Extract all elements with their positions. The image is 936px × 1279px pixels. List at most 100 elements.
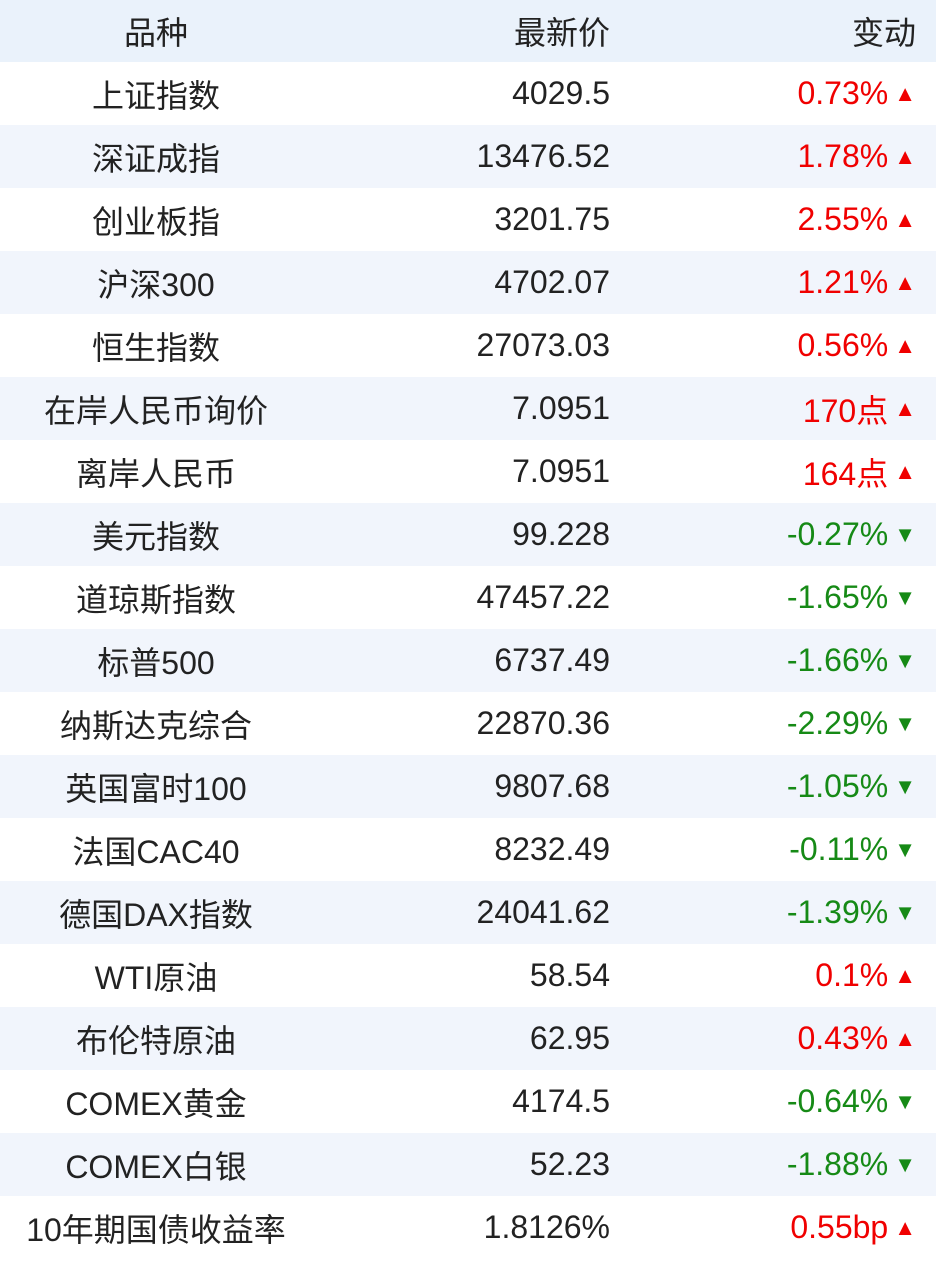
triangle-up-icon: ▲ — [894, 1214, 916, 1240]
latest-price: 52.23 — [529, 1146, 610, 1182]
change-value: 1.21% — [797, 264, 889, 300]
instrument-name: 创业板指 — [91, 203, 220, 240]
table-row: 道琼斯指数 47457.22 -1.65% ▼ — [0, 566, 936, 629]
change-cell: -1.65% ▼ — [610, 579, 916, 616]
table-row: 沪深300 4702.07 1.21% ▲ — [0, 251, 936, 314]
table-row: 纳斯达克综合 22870.36 -2.29% ▼ — [0, 692, 936, 755]
instrument-name: 在岸人民币询价 — [43, 392, 268, 429]
change-cell: -1.66% ▼ — [610, 642, 916, 679]
change-cell: -0.27% ▼ — [610, 516, 916, 553]
change-value: 2.55% — [797, 201, 889, 237]
latest-price: 4174.5 — [512, 1083, 610, 1119]
table-row: 离岸人民币 7.0951 164点 ▲ — [0, 440, 936, 503]
change-value: 0.56% — [797, 327, 889, 363]
change-cell: 170点 ▲ — [610, 386, 916, 432]
change-cell: -2.29% ▼ — [610, 705, 916, 742]
change-value: -1.65% — [786, 579, 889, 615]
instrument-name: 英国富时100 — [65, 770, 247, 807]
triangle-down-icon: ▼ — [894, 836, 916, 862]
triangle-up-icon: ▲ — [894, 332, 916, 358]
table-row: WTI原油 58.54 0.1% ▲ — [0, 944, 936, 1007]
change-value: 0.1% — [815, 957, 889, 993]
table-row: COMEX黄金 4174.5 -0.64% ▼ — [0, 1070, 936, 1133]
header-price: 最新价 — [513, 15, 610, 51]
latest-price: 13476.52 — [476, 138, 610, 174]
header-name: 品种 — [123, 15, 188, 51]
table-row: COMEX白银 52.23 -1.88% ▼ — [0, 1133, 936, 1196]
latest-price: 9807.68 — [494, 768, 610, 804]
instrument-name: 离岸人民币 — [75, 455, 236, 492]
latest-price: 3201.75 — [494, 201, 610, 237]
change-value: 0.55bp — [790, 1209, 889, 1245]
table-row: 布伦特原油 62.95 0.43% ▲ — [0, 1007, 936, 1070]
change-cell: 0.55bp ▲ — [610, 1209, 916, 1246]
instrument-name: WTI原油 — [94, 959, 218, 996]
change-value: -1.39% — [786, 894, 889, 930]
table-row: 法国CAC40 8232.49 -0.11% ▼ — [0, 818, 936, 881]
change-cell: -0.11% ▼ — [610, 831, 916, 868]
change-cell: 0.1% ▲ — [610, 957, 916, 994]
triangle-down-icon: ▼ — [894, 521, 916, 547]
change-cell: -1.05% ▼ — [610, 768, 916, 805]
change-value: -2.29% — [786, 705, 889, 741]
change-value: 164点 — [802, 455, 889, 492]
table-row: 上证指数 4029.5 0.73% ▲ — [0, 62, 936, 125]
instrument-name: 纳斯达克综合 — [59, 707, 252, 744]
change-cell: 2.55% ▲ — [610, 201, 916, 238]
change-cell: 0.73% ▲ — [610, 75, 916, 112]
change-cell: -0.64% ▼ — [610, 1083, 916, 1120]
instrument-name: 美元指数 — [91, 518, 220, 555]
table-row: 恒生指数 27073.03 0.56% ▲ — [0, 314, 936, 377]
change-value: -0.64% — [786, 1083, 889, 1119]
instrument-name: 道琼斯指数 — [75, 581, 236, 618]
latest-price: 24041.62 — [476, 894, 610, 930]
latest-price: 22870.36 — [476, 705, 610, 741]
latest-price: 58.54 — [529, 957, 610, 993]
instrument-name: 上证指数 — [91, 77, 220, 114]
latest-price: 99.228 — [512, 516, 610, 552]
table-row: 在岸人民币询价 7.0951 170点 ▲ — [0, 377, 936, 440]
triangle-down-icon: ▼ — [894, 773, 916, 799]
triangle-up-icon: ▲ — [894, 269, 916, 295]
triangle-up-icon: ▲ — [894, 962, 916, 988]
triangle-down-icon: ▼ — [894, 1151, 916, 1177]
triangle-up-icon: ▲ — [894, 1025, 916, 1051]
latest-price: 27073.03 — [476, 327, 610, 363]
triangle-down-icon: ▼ — [894, 710, 916, 736]
change-value: -1.05% — [786, 768, 889, 804]
change-cell: 0.43% ▲ — [610, 1020, 916, 1057]
instrument-name: 标普500 — [97, 644, 215, 681]
triangle-down-icon: ▼ — [894, 1088, 916, 1114]
change-value: -0.27% — [786, 516, 889, 552]
table-row: 10年期国债收益率 1.8126% 0.55bp ▲ — [0, 1196, 936, 1259]
latest-price: 6737.49 — [494, 642, 610, 678]
instrument-name: COMEX白银 — [65, 1148, 247, 1185]
latest-price: 7.0951 — [512, 453, 610, 489]
triangle-down-icon: ▼ — [894, 584, 916, 610]
table-row: 德国DAX指数 24041.62 -1.39% ▼ — [0, 881, 936, 944]
change-cell: 0.56% ▲ — [610, 327, 916, 364]
change-value: 170点 — [802, 392, 889, 429]
table-row: 创业板指 3201.75 2.55% ▲ — [0, 188, 936, 251]
change-value: 0.73% — [797, 75, 889, 111]
change-cell: -1.88% ▼ — [610, 1146, 916, 1183]
latest-price: 47457.22 — [476, 579, 610, 615]
change-value: 1.78% — [797, 138, 889, 174]
latest-price: 1.8126% — [483, 1209, 610, 1245]
triangle-up-icon: ▲ — [894, 80, 916, 106]
instrument-name: 恒生指数 — [91, 329, 220, 366]
header-change: 变动 — [851, 15, 916, 51]
change-cell: 1.78% ▲ — [610, 138, 916, 175]
table-header: 品种 最新价 变动 — [0, 0, 936, 62]
change-cell: 1.21% ▲ — [610, 264, 916, 301]
change-value: -1.88% — [786, 1146, 889, 1182]
triangle-down-icon: ▼ — [894, 647, 916, 673]
change-cell: 164点 ▲ — [610, 449, 916, 495]
instrument-name: 10年期国债收益率 — [26, 1211, 286, 1248]
triangle-up-icon: ▲ — [894, 143, 916, 169]
latest-price: 7.0951 — [512, 390, 610, 426]
table-row: 英国富时100 9807.68 -1.05% ▼ — [0, 755, 936, 818]
table-row: 标普500 6737.49 -1.66% ▼ — [0, 629, 936, 692]
latest-price: 4702.07 — [494, 264, 610, 300]
latest-price: 4029.5 — [512, 75, 610, 111]
